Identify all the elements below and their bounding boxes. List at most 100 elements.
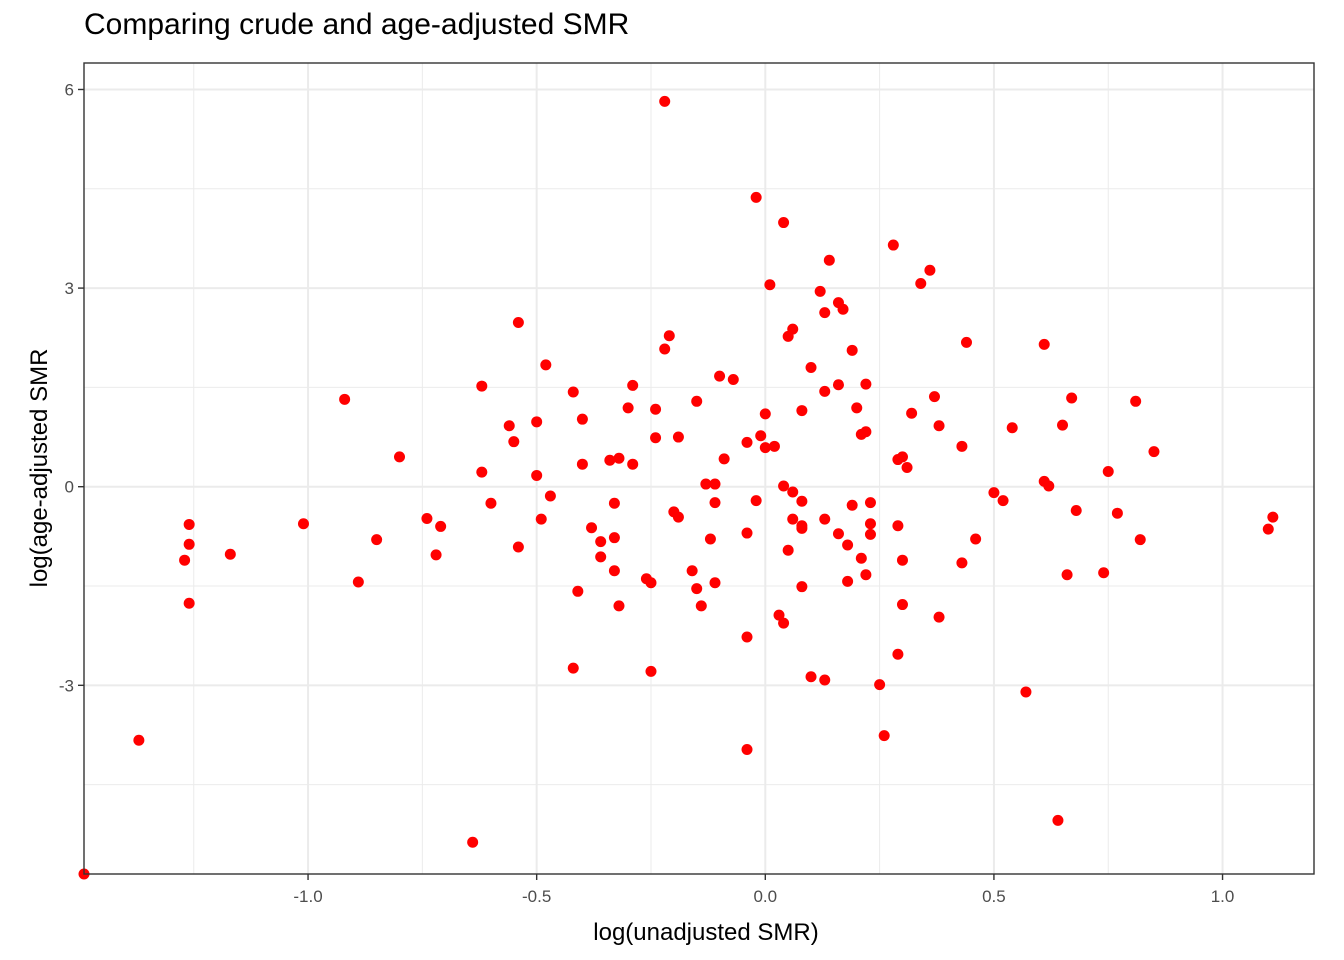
- data-point: [819, 385, 831, 397]
- x-tick-label: -1.0: [293, 887, 322, 906]
- data-point: [183, 538, 195, 550]
- data-point: [1038, 338, 1050, 350]
- data-point: [567, 386, 579, 398]
- data-point: [782, 330, 794, 342]
- data-point: [531, 416, 543, 428]
- data-point: [608, 532, 620, 544]
- data-point: [1267, 511, 1279, 523]
- y-tick-label: -3: [59, 676, 74, 695]
- data-point: [960, 336, 972, 348]
- data-point: [595, 536, 607, 548]
- data-point: [1111, 507, 1123, 519]
- plot-border: [83, 62, 1315, 875]
- plot-background: [84, 63, 1314, 874]
- data-point: [956, 440, 968, 452]
- data-point: [512, 541, 524, 553]
- data-point: [435, 520, 447, 532]
- minor-gridlines: [84, 63, 1314, 874]
- data-point: [819, 307, 831, 319]
- data-point: [567, 662, 579, 674]
- data-point: [832, 379, 844, 391]
- data-point: [1043, 480, 1055, 492]
- y-axis-ticks: 6 3 0 -3: [59, 80, 84, 695]
- data-point: [741, 631, 753, 643]
- data-point: [787, 513, 799, 525]
- data-point: [709, 577, 721, 589]
- data-point: [1057, 419, 1069, 431]
- x-tick-label: 0.0: [753, 887, 777, 906]
- data-point: [924, 264, 936, 276]
- data-point: [1102, 465, 1114, 477]
- data-point: [700, 478, 712, 490]
- data-point: [778, 217, 790, 229]
- data-point: [741, 527, 753, 539]
- data-point: [846, 499, 858, 511]
- data-point: [672, 511, 684, 523]
- data-point: [645, 665, 657, 677]
- data-point: [805, 671, 817, 683]
- data-point: [1061, 569, 1073, 581]
- data-point: [695, 600, 707, 612]
- data-point: [512, 317, 524, 329]
- data-point: [540, 359, 552, 371]
- data-point: [627, 379, 639, 391]
- data-point: [915, 277, 927, 289]
- data-point: [371, 534, 383, 546]
- data-point: [394, 451, 406, 463]
- data-point: [339, 393, 351, 405]
- data-point: [764, 279, 776, 291]
- chart-title: Comparing crude and age-adjusted SMR: [84, 8, 630, 41]
- data-point: [778, 617, 790, 629]
- data-point: [787, 486, 799, 498]
- data-point: [572, 585, 584, 597]
- data-point: [933, 420, 945, 432]
- data-point: [819, 513, 831, 525]
- data-point: [224, 548, 236, 560]
- major-gridlines: [84, 63, 1314, 874]
- data-point: [727, 373, 739, 385]
- y-tick-label: 3: [65, 279, 74, 298]
- data-point: [659, 343, 671, 355]
- data-point: [896, 451, 908, 463]
- data-point: [851, 402, 863, 414]
- data-point: [691, 583, 703, 595]
- data-point: [860, 569, 872, 581]
- data-point: [1066, 392, 1078, 404]
- data-point: [874, 679, 886, 691]
- data-point: [988, 487, 1000, 499]
- data-point: [650, 403, 662, 415]
- data-point: [709, 497, 721, 509]
- data-point: [755, 430, 767, 442]
- data-point: [782, 544, 794, 556]
- data-point: [709, 478, 721, 490]
- data-point: [864, 528, 876, 540]
- data-point: [1020, 686, 1032, 698]
- data-point: [887, 239, 899, 251]
- data-point: [892, 648, 904, 660]
- data-point: [421, 512, 433, 524]
- data-point: [796, 405, 808, 417]
- data-point: [796, 581, 808, 593]
- data-point: [741, 436, 753, 448]
- data-point: [704, 533, 716, 545]
- data-point: [535, 513, 547, 525]
- data-point: [750, 191, 762, 203]
- data-point: [663, 330, 675, 342]
- x-axis-title: log(unadjusted SMR): [593, 919, 818, 946]
- data-point: [759, 408, 771, 420]
- data-point: [896, 599, 908, 611]
- data-point: [814, 285, 826, 297]
- data-point: [773, 609, 785, 621]
- data-point: [608, 497, 620, 509]
- data-point: [1134, 534, 1146, 546]
- data-point: [842, 539, 854, 551]
- data-point: [622, 402, 634, 414]
- data-point: [997, 495, 1009, 507]
- data-point: [1130, 395, 1142, 407]
- data-point: [691, 395, 703, 407]
- data-point: [1070, 505, 1082, 517]
- data-point: [796, 522, 808, 534]
- data-point: [1098, 567, 1110, 579]
- data-point: [1006, 422, 1018, 434]
